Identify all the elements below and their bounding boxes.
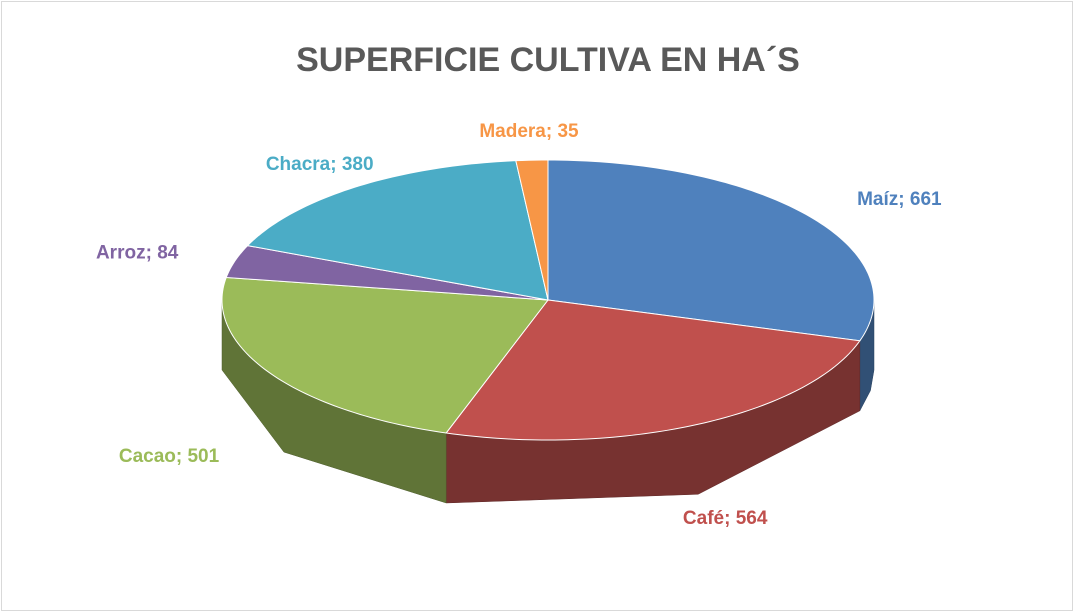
data-label: Madera; 35: [479, 121, 579, 142]
data-label: Chacra; 380: [266, 154, 374, 175]
pie-slice: [547, 159, 875, 342]
label-separator: ;: [546, 121, 558, 142]
label-category: Madera: [479, 121, 546, 142]
pie-slice: [225, 245, 549, 301]
label-value: 661: [910, 189, 942, 210]
label-value: 35: [557, 121, 579, 142]
label-category: Cacao: [119, 446, 176, 467]
data-label: Maíz; 661: [857, 189, 942, 210]
label-value: 380: [342, 154, 374, 175]
label-separator: ;: [724, 508, 736, 529]
label-separator: ;: [898, 189, 910, 210]
pie-slice: [445, 299, 861, 441]
label-value: 501: [187, 446, 219, 467]
label-separator: ;: [146, 243, 158, 264]
label-separator: ;: [176, 446, 188, 467]
chart-title: SUPERFICIE CULTIVA EN HA´S: [296, 41, 800, 79]
pie-slice: [221, 276, 549, 434]
data-label: Cacao; 501: [119, 446, 220, 467]
label-category: Café: [683, 508, 724, 529]
label-value: 564: [736, 508, 768, 529]
data-label: Arroz; 84: [96, 243, 179, 264]
label-category: Chacra: [266, 154, 331, 175]
label-category: Arroz: [96, 243, 146, 264]
pie-slice: [515, 159, 549, 301]
data-label: Café; 564: [683, 508, 768, 529]
label-value: 84: [157, 243, 179, 264]
label-separator: ;: [330, 154, 342, 175]
pie-slice: [246, 160, 549, 301]
label-category: Maíz: [857, 189, 898, 210]
